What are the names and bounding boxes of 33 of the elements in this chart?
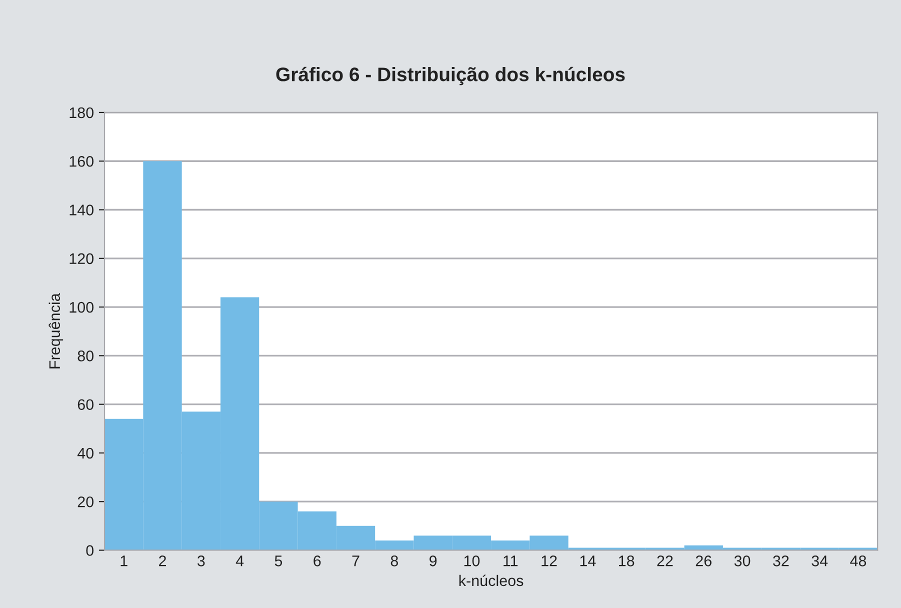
y-tick-label: 40 <box>77 448 94 459</box>
x-tick-label: 11 <box>504 556 518 566</box>
x-tick-label: 2 <box>159 556 166 566</box>
x-tick-label: 8 <box>390 556 398 566</box>
x-tick-label: 4 <box>236 556 244 566</box>
x-tick-label: 1 <box>120 556 128 566</box>
y-tick-label: 80 <box>78 350 94 362</box>
x-tick-label: 34 <box>812 556 828 566</box>
x-tick-label: 30 <box>734 556 750 566</box>
y-tick-label: 20 <box>78 496 94 508</box>
y-tick-label: 100 <box>70 302 94 313</box>
y-axis-title: Frequência <box>48 293 64 368</box>
x-tick-label: 10 <box>464 556 480 566</box>
x-tick-label: 14 <box>580 556 596 566</box>
y-tick-label: 160 <box>70 156 94 167</box>
x-tick-label: 6 <box>314 556 321 566</box>
y-tick-label: 0 <box>86 545 94 556</box>
x-tick-label: 7 <box>352 556 360 566</box>
y-tick-label: 140 <box>70 204 94 216</box>
x-tick-label: 5 <box>274 556 282 566</box>
x-tick-label: 48 <box>850 556 866 566</box>
x-axis-title: k-núcleos <box>459 574 524 586</box>
x-tick-label: 12 <box>542 556 557 566</box>
x-tick-label: 26 <box>696 556 712 566</box>
y-tick-label: 180 <box>70 107 94 118</box>
x-tick-label: 3 <box>197 556 205 566</box>
x-tick-label: 9 <box>430 556 437 566</box>
x-tick-label: 18 <box>619 556 634 566</box>
chart-title: Gráfico 6 - Distribuição dos k-núcleos <box>276 66 625 86</box>
y-tick-label: 60 <box>78 399 94 410</box>
x-tick-label: 22 <box>657 556 673 566</box>
y-tick-label: 120 <box>70 253 94 264</box>
x-tick-label: 32 <box>773 556 789 566</box>
